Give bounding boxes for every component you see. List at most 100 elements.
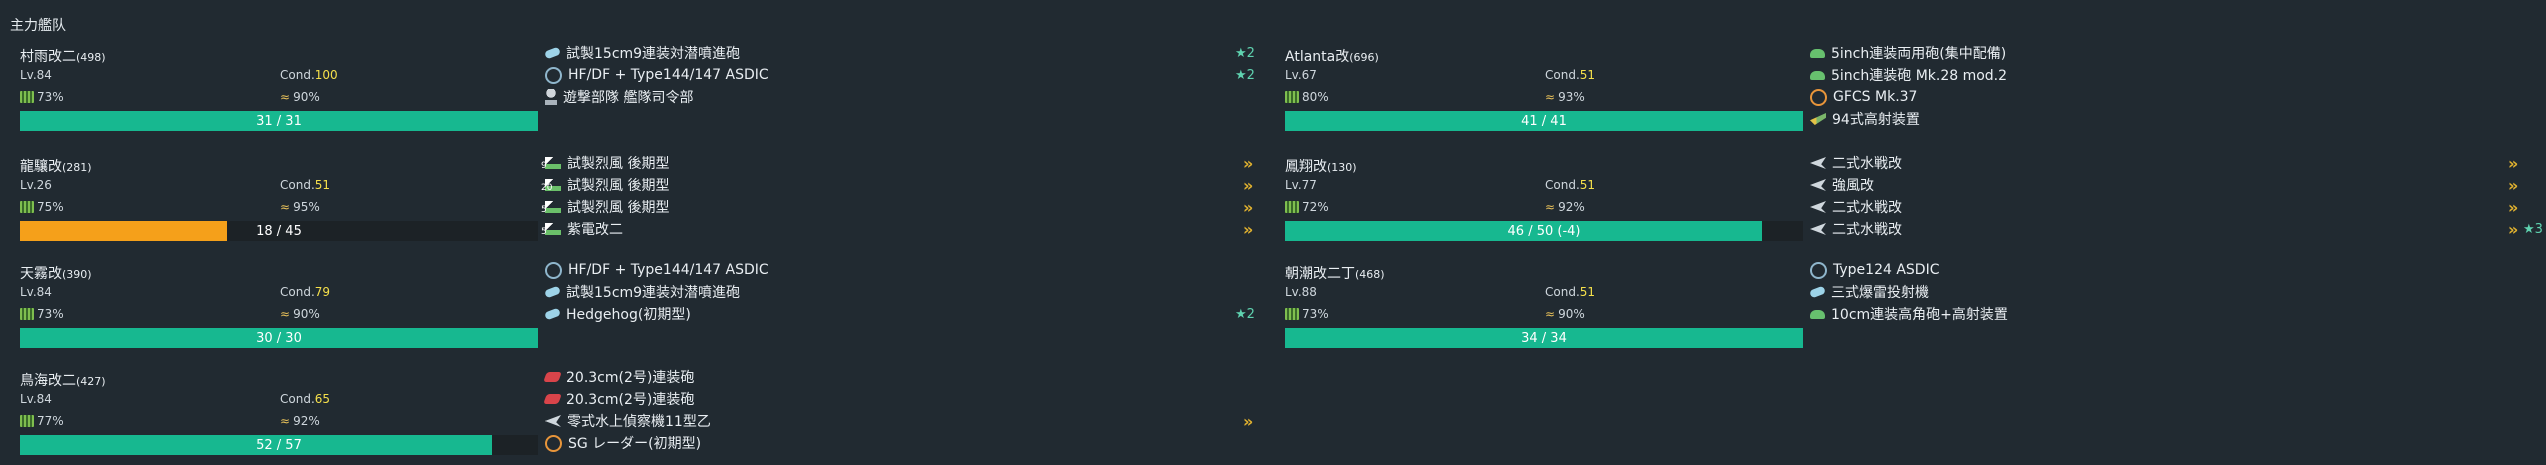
equipment-item[interactable]: 9 試製烈風 後期型» <box>541 154 1254 173</box>
ship-level: Lv.84 <box>20 392 52 406</box>
equipment-name: 5inch連装砲 Mk.28 mod.2 <box>1831 68 2008 84</box>
slot-count: 6 <box>1806 183 1812 193</box>
slot-count: 9 <box>541 161 547 171</box>
equipment-item[interactable]: 5 二式水戦改» <box>1806 198 2519 217</box>
equipment-item[interactable]: GFCS Mk.37 <box>1810 86 2510 108</box>
cond-value: 65 <box>314 392 331 406</box>
equipment-name: 零式水上偵察機11型乙 <box>567 414 711 430</box>
main-gun-icon <box>543 372 562 382</box>
torpedo-bomber-icon: 6 <box>1810 223 1826 235</box>
fuel-status: 72% <box>1285 200 1329 214</box>
ship-cond: Cond.79 <box>280 285 331 299</box>
equipment-item[interactable]: 5 紫電改二» <box>541 220 1254 239</box>
equipment-item[interactable]: 3 零式水上偵察機11型乙» <box>541 412 1254 431</box>
ammo-status: ≈90% <box>280 307 320 321</box>
ship-name[interactable]: 天霧改(390) <box>20 266 92 282</box>
equipment-item[interactable]: 94式高射装置 <box>1810 108 2510 130</box>
equipment-item[interactable]: 10cm連装高角砲+高射装置 <box>1810 303 2510 325</box>
hp-bar: 30 / 30 <box>20 328 538 348</box>
cond-value: 51 <box>1579 178 1596 192</box>
hp-text: 41 / 41 <box>1521 113 1567 129</box>
ship-level: Lv.84 <box>20 285 52 299</box>
equipment-item[interactable]: Hedgehog(初期型) ★2 <box>544 303 1255 325</box>
ship-id: (427) <box>76 375 106 388</box>
equipment-item[interactable]: 三式爆雷投射機 <box>1809 281 2510 303</box>
radar-icon <box>545 434 562 452</box>
ship-name[interactable]: 鳥海改二(427) <box>20 373 106 389</box>
equipment-list: HF/DF + Type144/147 ASDIC 試製15cm9連装対潜噴進砲 H… <box>544 259 1255 325</box>
ship-card[interactable]: 天霧改(390) Lv.84 Cond.79 73% ≈90% 30 / 30 <box>20 263 540 353</box>
equipment-name: 試製15cm9連装対潜噴進砲 <box>566 46 741 62</box>
ammo-icon: ≈ <box>1545 200 1556 214</box>
equipment-list: 5 二式水戦改» 6 強風改» 5 二式水戦改» 6 二式水戦改» ★3 <box>1806 152 2543 240</box>
ship-name[interactable]: Atlanta改(696) <box>1285 49 1379 65</box>
equipment-item[interactable]: 20.3cm(2号)連装砲 <box>543 366 1245 388</box>
equipment-item[interactable]: 遊撃部隊 艦隊司令部 <box>545 86 1245 108</box>
hp-text: 31 / 31 <box>256 113 302 129</box>
equipment-name: 遊撃部隊 艦隊司令部 <box>563 90 694 106</box>
hp-bar: 31 / 31 <box>20 111 538 131</box>
equipment-item[interactable]: HF/DF + Type144/147 ASDIC <box>545 259 1245 281</box>
equipment-item[interactable]: 5 二式水戦改» <box>1806 154 2519 173</box>
torpedo-bomber-icon: 5 <box>1810 201 1826 213</box>
equipment-item[interactable]: 試製15cm9連装対潜噴進砲 <box>544 281 1245 303</box>
equipment-name: 試製烈風 後期型 <box>567 200 670 216</box>
fuel-status: 73% <box>20 307 64 321</box>
equipment-list: 9 試製烈風 後期型» 20 試製烈風 後期型» 5 試製烈風 後期型» 5 紫電改二» <box>541 152 1254 240</box>
equipment-item[interactable]: 6 強風改» <box>1806 176 2519 195</box>
equipment-name: HF/DF + Type144/147 ASDIC <box>568 67 769 83</box>
ship-card[interactable]: 鳥海改二(427) Lv.84 Cond.65 77% ≈92% 52 / 57 <box>20 370 540 460</box>
ship-card[interactable]: 鳳翔改(130) Lv.77 Cond.51 72% ≈92% 46 / 50 (-4) <box>1285 156 1805 246</box>
equipment-name: 試製烈風 後期型 <box>567 178 670 194</box>
equipment-list: 試製15cm9連装対潜噴進砲 ★2 HF/DF + Type144/147 ASDI… <box>544 42 1255 108</box>
ship-name[interactable]: 朝潮改二丁(468) <box>1285 266 1385 282</box>
equipment-item[interactable]: 20.3cm(2号)連装砲 <box>543 388 1245 410</box>
ammo-icon: ≈ <box>1545 307 1556 321</box>
ship-id: (468) <box>1355 268 1385 281</box>
equipment-item[interactable]: SG レーダー(初期型) <box>545 432 1245 454</box>
ship-card[interactable]: 龍驤改(281) Lv.26 Cond.51 75% ≈95% 18 / 45 <box>20 156 540 246</box>
equipment-name: 94式高射装置 <box>1832 112 1920 128</box>
fuel-icon <box>20 91 34 103</box>
ship-card[interactable]: 朝潮改二丁(468) Lv.88 Cond.51 73% ≈90% 34 / 34 <box>1285 263 1805 353</box>
ship-name[interactable]: 村雨改二(498) <box>20 49 106 65</box>
equipment-list: 5inch連装両用砲(集中配備) 5inch連装砲 Mk.28 mod.2 GFCS… <box>1810 42 2510 130</box>
ammo-status: ≈95% <box>280 200 320 214</box>
equipment-item[interactable]: 5 試製烈風 後期型» <box>541 198 1254 217</box>
sonar-icon <box>545 261 562 279</box>
ship-name[interactable]: 龍驤改(281) <box>20 159 92 175</box>
cond-value: 79 <box>314 285 331 299</box>
secondary-gun-icon <box>1810 70 1825 80</box>
ammo-status: ≈93% <box>1545 90 1585 104</box>
improvement-level: ★2 <box>1235 306 1255 322</box>
ship-cond: Cond.100 <box>280 68 338 82</box>
fuel-icon <box>20 308 34 320</box>
hp-bar: 46 / 50 (-4) <box>1285 221 1803 241</box>
equipment-item[interactable]: 6 二式水戦改» ★3 <box>1806 220 2543 239</box>
secondary-gun-icon <box>1810 48 1825 58</box>
equipment-name: 試製15cm9連装対潜噴進砲 <box>566 285 741 301</box>
equipment-item[interactable]: 試製15cm9連装対潜噴進砲 ★2 <box>544 42 1255 64</box>
equipment-list: Type124 ASDIC 三式爆雷投射機 10cm連装高角砲+高射装置 <box>1809 259 2510 325</box>
equipment-item[interactable]: 20 試製烈風 後期型» <box>541 176 1254 195</box>
secondary-gun-icon <box>1810 309 1825 319</box>
equipment-name: 20.3cm(2号)連装砲 <box>566 370 695 386</box>
ammo-status: ≈90% <box>1545 307 1585 321</box>
ship-card[interactable]: Atlanta改(696) Lv.67 Cond.51 80% ≈93% 41 / 41 <box>1285 46 1805 136</box>
ship-level: Lv.26 <box>20 178 52 192</box>
equipment-item[interactable]: 5inch連装両用砲(集中配備) <box>1810 42 2510 64</box>
hp-fill <box>20 221 228 241</box>
torpedo-bomber-icon: 6 <box>1810 179 1826 191</box>
equipment-item[interactable]: Type124 ASDIC <box>1810 259 2510 281</box>
equipment-name: GFCS Mk.37 <box>1833 89 1918 105</box>
command-icon <box>545 89 557 105</box>
equipment-item[interactable]: HF/DF + Type144/147 ASDIC ★2 <box>545 64 1255 86</box>
dc-icon <box>544 307 561 321</box>
ship-id: (696) <box>1349 51 1379 64</box>
ship-card[interactable]: 村雨改二(498) Lv.84 Cond.100 73% ≈90% 31 / 31 <box>20 46 540 136</box>
ship-name[interactable]: 鳳翔改(130) <box>1285 159 1357 175</box>
equipment-item[interactable]: 5inch連装砲 Mk.28 mod.2 <box>1810 64 2510 86</box>
seaplane-icon: 3 <box>545 415 561 427</box>
hp-text: 52 / 57 <box>256 437 302 453</box>
ammo-icon: ≈ <box>280 414 291 428</box>
